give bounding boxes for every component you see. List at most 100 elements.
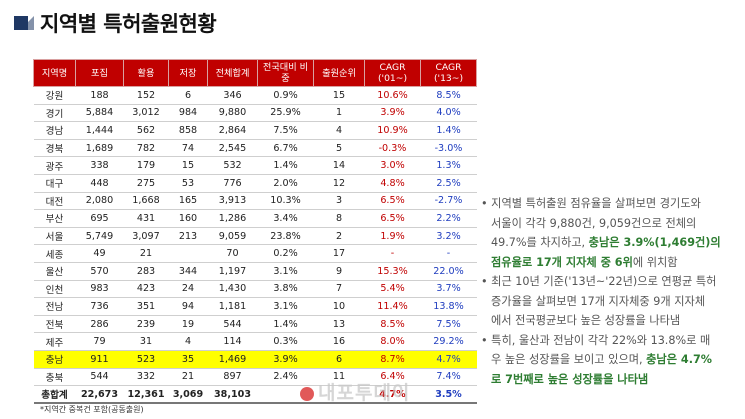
cell-share: 23.8% bbox=[257, 227, 314, 246]
cell-rank: 4 bbox=[313, 121, 365, 140]
cell-store: 4 bbox=[168, 332, 208, 351]
cell-region: 대구 bbox=[33, 174, 76, 193]
cell-capture: 5,884 bbox=[75, 104, 124, 123]
cell-cagr01: 8.0% bbox=[364, 332, 421, 351]
cell-share: 7.5% bbox=[257, 121, 314, 140]
cell-store: 15 bbox=[168, 156, 208, 175]
title-block: 지역별 특허출원현황 bbox=[14, 8, 217, 38]
bullet-line: 증가율을 살펴보면 17개 지자체중 9개 지자체 bbox=[481, 292, 745, 312]
cell-share: 3.9% bbox=[257, 350, 314, 369]
table-row: 전남 736 351 94 1,181 3.1% 10 11.4% 13.8% bbox=[33, 297, 477, 316]
cell-store: 24 bbox=[168, 280, 208, 299]
cell-cagr01: 4.8% bbox=[364, 174, 421, 193]
cell-use: 12,361 bbox=[123, 385, 169, 405]
cell-total: 544 bbox=[207, 315, 258, 334]
table-row: 경기 5,884 3,012 984 9,880 25.9% 1 3.9% 4.0% bbox=[33, 104, 477, 123]
cell-use: 523 bbox=[123, 350, 169, 369]
col-header-capture: 포집 bbox=[75, 59, 124, 87]
cell-rank: 10 bbox=[313, 297, 365, 316]
cell-cagr13: -2.7% bbox=[420, 192, 477, 211]
cell-cagr01: -0.3% bbox=[364, 139, 421, 158]
table-row: 충남 911 523 35 1,469 3.9% 6 8.7% 4.7% bbox=[33, 350, 477, 369]
cell-store: 35 bbox=[168, 350, 208, 369]
cell-store: 984 bbox=[168, 104, 208, 123]
cell-rank: 11 bbox=[313, 368, 365, 387]
cell-use: 275 bbox=[123, 174, 169, 193]
cell-capture: 695 bbox=[75, 209, 124, 228]
cell-capture: 544 bbox=[75, 368, 124, 387]
table-header-row: 지역명 포집 활용 저장 전체합계 전국대비 비중 출원순위 CAGR ('01… bbox=[33, 59, 477, 87]
cell-cagr01: 4.7% bbox=[364, 385, 421, 405]
cell-cagr01: 6.5% bbox=[364, 209, 421, 228]
cell-store: 53 bbox=[168, 174, 208, 193]
cell-share: 0.9% bbox=[257, 86, 314, 105]
cell-use: 1,668 bbox=[123, 192, 169, 211]
cell-cagr13: 4.0% bbox=[420, 104, 477, 123]
cell-capture: 448 bbox=[75, 174, 124, 193]
cell-rank: 9 bbox=[313, 262, 365, 281]
cell-share: 0.2% bbox=[257, 244, 314, 263]
cell-rank: 13 bbox=[313, 315, 365, 334]
cell-store: 160 bbox=[168, 209, 208, 228]
cell-total: 1,430 bbox=[207, 280, 258, 299]
cell-store: 6 bbox=[168, 86, 208, 105]
cell-store: 213 bbox=[168, 227, 208, 246]
cell-rank: 7 bbox=[313, 280, 365, 299]
cell-rank: 8 bbox=[313, 209, 365, 228]
cell-cagr13: 4.7% bbox=[420, 350, 477, 369]
col-header-cagr01: CAGR ('01~) bbox=[364, 59, 421, 87]
cell-share: 25.9% bbox=[257, 104, 314, 123]
cell-rank: 17 bbox=[313, 244, 365, 263]
cell-capture: 570 bbox=[75, 262, 124, 281]
table-row: 대전 2,080 1,668 165 3,913 10.3% 3 6.5% -2.7% bbox=[33, 192, 477, 211]
cell-use: 21 bbox=[123, 244, 169, 263]
cell-use: 431 bbox=[123, 209, 169, 228]
emphasis-text: 로 7번째로 높은 성장률을 나타냄 bbox=[491, 372, 649, 386]
cell-use: 351 bbox=[123, 297, 169, 316]
cell-use: 179 bbox=[123, 156, 169, 175]
col-header-share: 전국대비 비중 bbox=[257, 59, 314, 87]
bullet-line: 에서 전국평균보다 높은 성장률을 나타냄 bbox=[481, 311, 745, 331]
cell-capture: 5,749 bbox=[75, 227, 124, 246]
cell-use: 3,097 bbox=[123, 227, 169, 246]
cell-rank: 2 bbox=[313, 227, 365, 246]
cell-total: 1,197 bbox=[207, 262, 258, 281]
cell-cagr01: 10.6% bbox=[364, 86, 421, 105]
cell-capture: 22,673 bbox=[75, 385, 124, 405]
bullet-line: • 최근 10년 기준('13년~'22년)으로 연평균 특허 bbox=[481, 272, 745, 292]
cell-use: 3,012 bbox=[123, 104, 169, 123]
cell-cagr13: 29.2% bbox=[420, 332, 477, 351]
cell-share: 3.4% bbox=[257, 209, 314, 228]
cell-rank: 12 bbox=[313, 174, 365, 193]
cell-region: 강원 bbox=[33, 86, 76, 105]
cell-total: 2,545 bbox=[207, 139, 258, 158]
watermark-logo-icon bbox=[300, 386, 314, 401]
cell-cagr01: 3.9% bbox=[364, 104, 421, 123]
cell-region: 인천 bbox=[33, 280, 76, 299]
col-header-store: 저장 bbox=[168, 59, 208, 87]
cell-region: 충북 bbox=[33, 368, 76, 387]
cell-store: 74 bbox=[168, 139, 208, 158]
footnote: *지역간 중복건 포함(공동출원) bbox=[40, 405, 144, 414]
table-row: 광주 338 179 15 532 1.4% 14 3.0% 1.3% bbox=[33, 156, 477, 175]
cell-capture: 1,689 bbox=[75, 139, 124, 158]
bullet-text: 에서 전국평균보다 높은 성장률을 나타냄 bbox=[491, 314, 681, 327]
cell-total: 38,103 bbox=[207, 385, 258, 405]
table-total-row: 총합계 22,673 12,361 3,069 38,103 4.7% 3.5% bbox=[33, 385, 477, 405]
cell-total: 3,913 bbox=[207, 192, 258, 211]
cell-cagr01: 1.9% bbox=[364, 227, 421, 246]
cell-cagr01: 3.0% bbox=[364, 156, 421, 175]
cell-region: 경북 bbox=[33, 139, 76, 158]
cell-rank: 16 bbox=[313, 332, 365, 351]
table-row: 제주 79 31 4 114 0.3% 16 8.0% 29.2% bbox=[33, 332, 477, 351]
patent-table: 지역명 포집 활용 저장 전체합계 전국대비 비중 출원순위 CAGR ('01… bbox=[33, 59, 477, 405]
cell-region: 대전 bbox=[33, 192, 76, 211]
cell-total: 897 bbox=[207, 368, 258, 387]
cell-rank: 6 bbox=[313, 350, 365, 369]
cell-cagr13: 3.5% bbox=[420, 385, 477, 405]
bullet-line: • 지역별 특허출원 점유율을 살펴보면 경기도와 bbox=[481, 194, 745, 214]
cell-capture: 911 bbox=[75, 350, 124, 369]
cell-rank: 14 bbox=[313, 156, 365, 175]
cell-cagr13: 1.4% bbox=[420, 121, 477, 140]
table-row: 세종 49 21 70 0.2% 17- - bbox=[33, 244, 477, 263]
